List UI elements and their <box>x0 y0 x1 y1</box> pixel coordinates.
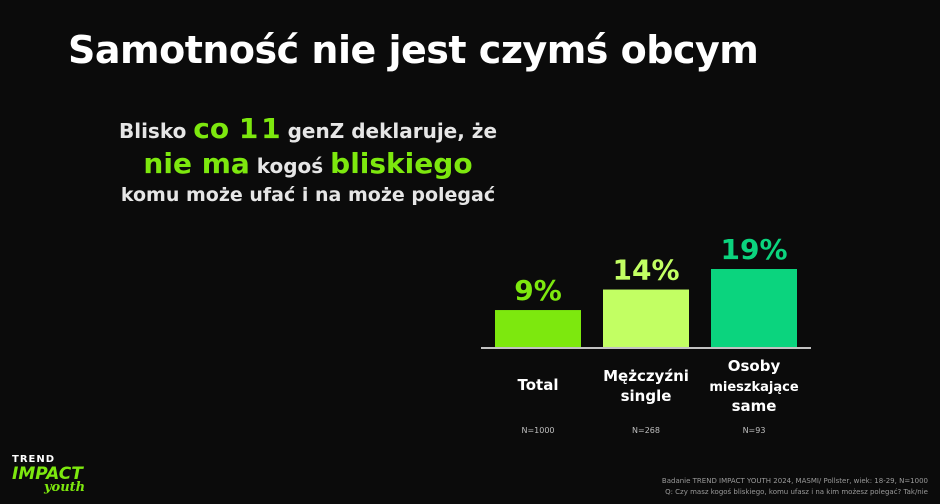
question-line: Q: Czy masz kogoś bliskiego, komu ufasz … <box>665 488 928 496</box>
bar <box>603 289 689 347</box>
headline-text: Blisko <box>118 119 194 143</box>
headline-highlight: nie ma <box>143 147 250 180</box>
logo-trend: TREND <box>12 454 56 465</box>
source-line: Badanie TREND IMPACT YOUTH 2024, MASMI/ … <box>661 477 928 485</box>
sample-size-label: N=268 <box>632 426 660 435</box>
headline-line-1: Blisko co 1 1 genZ deklaruje, że <box>76 112 540 145</box>
headline-line-3: komu może ufać i na może polegać <box>120 184 496 206</box>
category-label: Osoby <box>728 357 781 375</box>
category-label: Total <box>518 376 559 394</box>
value-label: 9% <box>514 274 562 307</box>
sample-size-label: N=1000 <box>521 426 554 435</box>
headline-line-2: nie ma kogoś bliskiego <box>76 147 540 180</box>
logo-youth: youth <box>44 480 86 495</box>
headline: Blisko co 1 1 genZ deklaruje, że nie ma … <box>76 112 540 206</box>
bar <box>711 269 797 347</box>
category-label: single <box>621 387 672 405</box>
headline-highlight: co 1 1 <box>193 112 281 145</box>
value-label: 14% <box>612 254 679 287</box>
headline-text: genZ deklaruje, że <box>280 119 498 143</box>
page-title: Samotność nie jest czymś obcym <box>68 28 759 72</box>
category-label: Mężczyźni <box>603 367 689 385</box>
brand-logo: TREND IMPACT youth <box>12 455 112 499</box>
value-label: 19% <box>720 233 787 266</box>
bar <box>495 310 581 347</box>
logo-impact: IMPACT <box>12 464 83 484</box>
category-label: same <box>732 397 777 415</box>
headline-text: kogoś <box>249 154 331 178</box>
sample-size-label: N=93 <box>743 426 766 435</box>
source-note: Badanie TREND IMPACT YOUTH 2024, MASMI/ … <box>588 476 928 498</box>
headline-highlight: bliskiego <box>330 147 473 180</box>
category-label: mieszkające <box>709 380 798 395</box>
